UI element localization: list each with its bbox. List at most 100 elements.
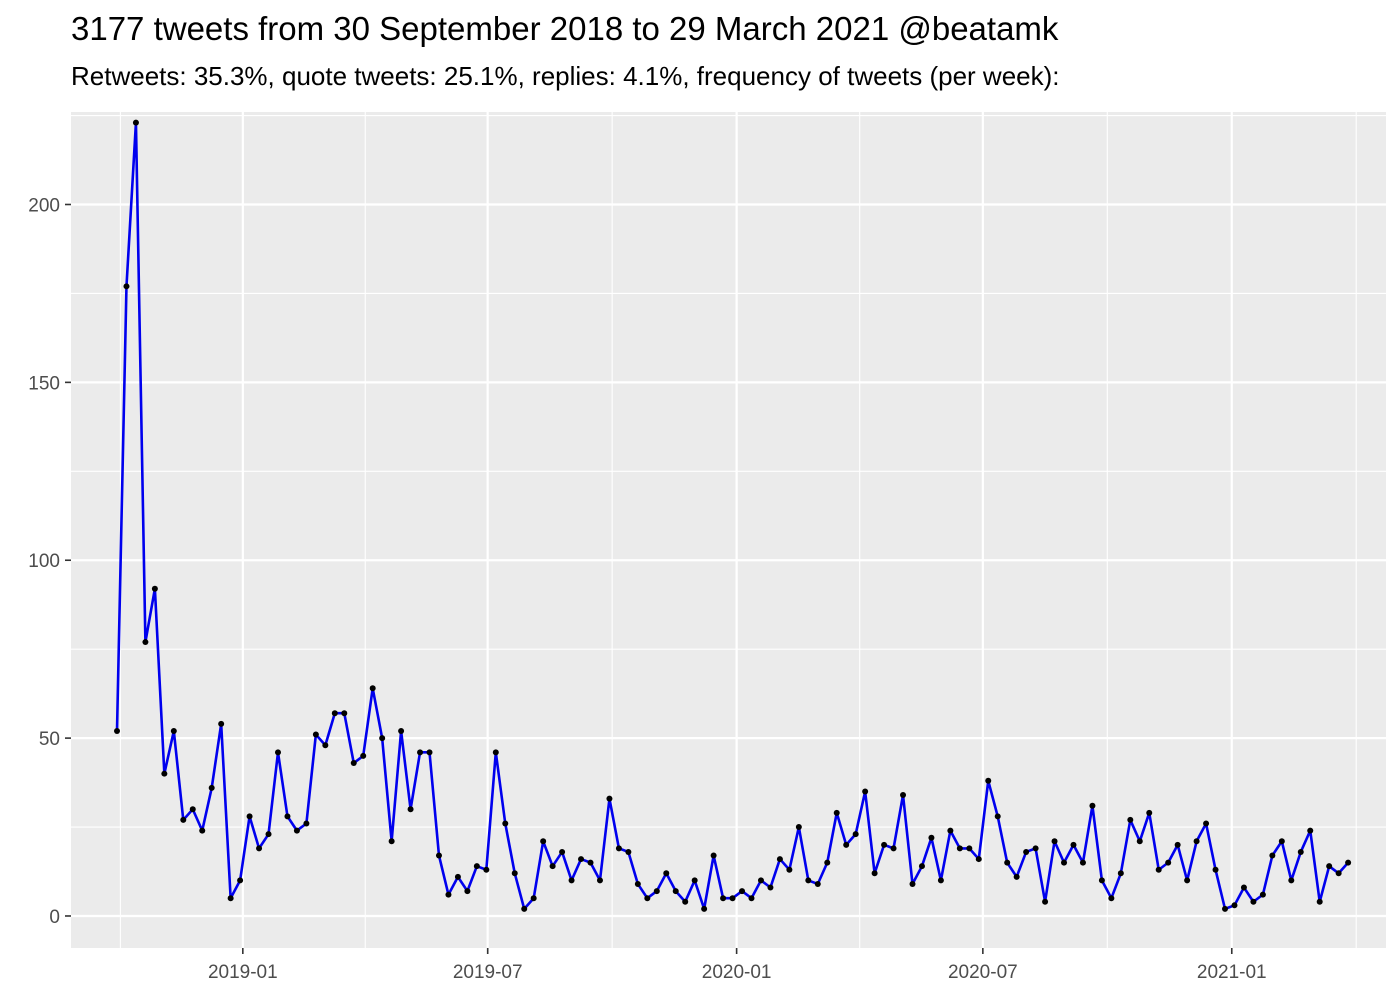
- x-tick-label: 2019-07: [453, 962, 523, 983]
- data-point: [189, 806, 196, 813]
- data-point: [199, 827, 206, 834]
- points-layer: [113, 119, 1352, 912]
- data-point: [691, 877, 698, 884]
- data-point: [161, 770, 168, 777]
- data-point: [596, 877, 603, 884]
- data-point: [369, 685, 376, 692]
- data-point: [1108, 895, 1115, 902]
- data-point: [1307, 827, 1314, 834]
- data-point: [473, 863, 480, 870]
- data-point: [568, 877, 575, 884]
- data-point: [237, 877, 244, 884]
- data-point: [417, 749, 424, 756]
- data-point: [937, 877, 944, 884]
- data-point: [1079, 859, 1086, 866]
- data-point: [1259, 891, 1266, 898]
- data-point: [123, 283, 130, 290]
- x-tick-label: 2019-01: [208, 962, 278, 983]
- y-tick-label: 50: [39, 729, 60, 750]
- data-point: [720, 895, 727, 902]
- data-point: [795, 824, 802, 831]
- data-point: [1174, 841, 1181, 848]
- data-point: [956, 845, 963, 852]
- data-point: [587, 859, 594, 866]
- data-point: [1070, 841, 1077, 848]
- data-point: [909, 880, 916, 887]
- data-point: [634, 880, 641, 887]
- data-point: [218, 720, 225, 727]
- y-tick-label: 200: [28, 195, 60, 216]
- data-point: [578, 856, 585, 863]
- data-point: [852, 831, 859, 838]
- data-point: [1288, 877, 1295, 884]
- data-point: [1316, 898, 1323, 905]
- data-point: [132, 119, 139, 126]
- data-point: [492, 749, 499, 756]
- data-point: [871, 870, 878, 877]
- data-point: [445, 891, 452, 898]
- data-point: [265, 831, 272, 838]
- data-point: [293, 827, 300, 834]
- data-point: [341, 710, 348, 717]
- data-point: [672, 888, 679, 895]
- data-point: [511, 870, 518, 877]
- data-point: [180, 816, 187, 823]
- data-point: [1335, 870, 1342, 877]
- data-point: [739, 888, 746, 895]
- chart-subtitle: Retweets: 35.3%, quote tweets: 25.1%, re…: [71, 61, 1060, 91]
- data-point: [644, 895, 651, 902]
- data-point: [360, 752, 367, 759]
- data-point: [521, 905, 528, 912]
- data-point: [1089, 802, 1096, 809]
- data-point: [331, 710, 338, 717]
- panel-background: [71, 112, 1386, 948]
- data-point: [824, 859, 831, 866]
- data-point: [379, 735, 386, 742]
- data-point: [407, 806, 414, 813]
- data-point: [312, 731, 319, 738]
- y-tick-label: 100: [28, 551, 60, 572]
- data-point: [966, 845, 973, 852]
- data-point: [1155, 866, 1162, 873]
- chart-title: 3177 tweets from 30 September 2018 to 29…: [71, 10, 1059, 47]
- data-point: [303, 820, 310, 827]
- data-point: [170, 727, 177, 734]
- data-point: [540, 838, 547, 845]
- data-point: [246, 813, 253, 820]
- data-point: [1278, 838, 1285, 845]
- data-point: [284, 813, 291, 820]
- data-point: [710, 852, 717, 859]
- data-point: [843, 841, 850, 848]
- data-point: [615, 845, 622, 852]
- data-point: [1203, 820, 1210, 827]
- data-point: [975, 856, 982, 863]
- data-point: [625, 848, 632, 855]
- data-point: [1117, 870, 1124, 877]
- data-point: [881, 841, 888, 848]
- data-point: [1013, 873, 1020, 880]
- data-point: [918, 863, 925, 870]
- x-axis: 2019-01 2019-07 2020-01 2020-07 2021-01: [208, 948, 1267, 983]
- data-point: [805, 877, 812, 884]
- x-tick-label: 2020-01: [702, 962, 772, 983]
- data-point: [900, 792, 907, 799]
- data-point: [530, 895, 537, 902]
- data-point: [1165, 859, 1172, 866]
- data-point: [729, 895, 736, 902]
- data-point: [994, 813, 1001, 820]
- data-point: [113, 727, 120, 734]
- data-point: [1222, 905, 1229, 912]
- y-tick-label: 150: [28, 373, 60, 394]
- data-point: [1098, 877, 1105, 884]
- data-point: [208, 784, 215, 791]
- data-point: [663, 870, 670, 877]
- data-point: [435, 852, 442, 859]
- major-gridlines: [71, 112, 1386, 948]
- data-point: [1193, 838, 1200, 845]
- data-point: [350, 760, 357, 767]
- data-point: [1212, 866, 1219, 873]
- data-point: [786, 866, 793, 873]
- data-point: [1146, 809, 1153, 816]
- data-point: [454, 873, 461, 880]
- data-point: [1345, 859, 1352, 866]
